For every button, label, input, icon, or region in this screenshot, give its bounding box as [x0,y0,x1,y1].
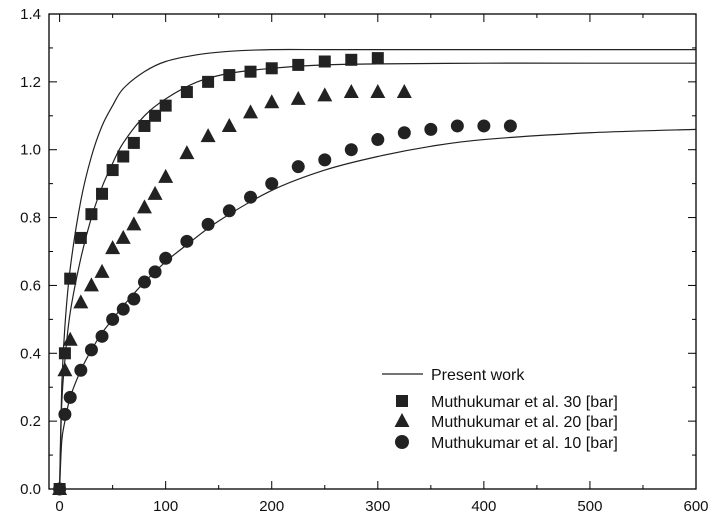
triangle-marker [396,84,412,99]
legend-label-30bar: Muthukumar et al. 30 [bar] [431,394,618,411]
x-tick-label: 200 [259,498,284,515]
square-marker [159,99,172,112]
y-tick-label: 1.0 [20,142,41,159]
legend-circle-marker [395,435,409,449]
square-marker [244,65,257,78]
ticks: 0 100 200 300 400 500 600 0.0 0.2 0.4 0.6 0.8 1.0 1.2… [20,6,708,515]
triangle-marker [136,199,152,214]
x-tick-label: 300 [365,498,390,515]
circle-marker [53,482,67,496]
circle-marker [116,302,130,316]
circle-marker [318,153,332,167]
circle-marker [84,343,98,357]
circle-marker [244,190,258,204]
square-marker [265,62,278,75]
triangle-marker [158,168,174,183]
square-marker [202,75,215,88]
circle-marker [424,122,438,136]
circle-marker [397,126,411,140]
circle-marker [477,119,491,133]
x-tick-label: 100 [153,498,178,515]
triangle-marker [290,90,306,105]
circle-marker [371,133,385,147]
y-tick-label: 0.0 [20,481,41,498]
legend-label-10bar: Muthukumar et al. 10 [bar] [431,435,618,452]
circle-marker [58,407,72,421]
x-tick-label: 0 [55,498,63,515]
square-marker [138,119,151,132]
triangle-marker [115,229,131,244]
circle-marker [503,119,517,133]
triangle-marker [317,87,333,102]
square-marker [292,58,305,71]
square-marker [127,136,140,149]
triangle-marker [94,263,110,278]
circle-marker [74,363,88,377]
triangle-marker [147,185,163,200]
y-tick-label: 0.4 [20,345,41,362]
circle-marker [201,217,215,231]
square-marker [96,187,109,200]
triangle-marker [200,128,216,143]
circle-marker [95,329,109,343]
square-marker [318,55,331,68]
triangle-marker [105,240,121,255]
square-marker [64,272,77,285]
circle-marker [159,251,173,265]
y-tick-label: 1.2 [20,74,41,91]
triangle-marker [83,277,99,292]
circle-marker [63,390,77,404]
square-marker [117,150,130,163]
triangle-marker [57,362,73,377]
present-work-curve [59,48,696,490]
triangle-marker [221,117,237,132]
circle-marker [222,204,236,218]
triangle-marker [179,145,195,160]
x-tick-label: 400 [471,498,496,515]
square-marker [85,208,98,221]
legend-label-present-work: Present work [431,367,525,384]
square-marker [180,86,193,99]
square-marker [345,53,358,66]
x-tick-label: 500 [577,498,602,515]
circle-marker [265,177,279,191]
triangle-marker [73,294,89,309]
square-marker [106,164,119,177]
square-marker [149,109,162,122]
triangle-marker [264,94,280,109]
circle-marker [127,292,141,306]
circle-marker [180,234,194,248]
legend-square-marker [396,395,408,407]
y-tick-label: 0.2 [20,413,41,430]
square-marker [58,347,71,360]
x-tick-label: 600 [683,498,708,515]
present-work-curve [59,62,696,490]
legend-triangle-marker [394,413,410,427]
circle-marker [344,143,358,157]
circle-marker [148,265,162,279]
square-marker [74,231,87,244]
circle-marker [291,160,305,174]
square-marker [371,52,384,65]
y-tick-label: 1.4 [20,6,41,23]
triangle-marker [370,84,386,99]
y-tick-label: 0.6 [20,277,41,294]
data-markers [52,52,517,496]
circle-marker [450,119,464,133]
circle-marker [137,275,151,289]
y-tick-label: 0.8 [20,210,41,227]
triangle-marker [243,104,259,119]
legend: Present work Muthukumar et al. 30 [bar] … [382,367,618,452]
legend-label-20bar: Muthukumar et al. 20 [bar] [431,414,618,431]
triangle-marker [62,331,78,346]
circle-marker [106,312,120,326]
triangle-marker [343,84,359,99]
triangle-marker [126,216,142,231]
square-marker [223,69,236,82]
